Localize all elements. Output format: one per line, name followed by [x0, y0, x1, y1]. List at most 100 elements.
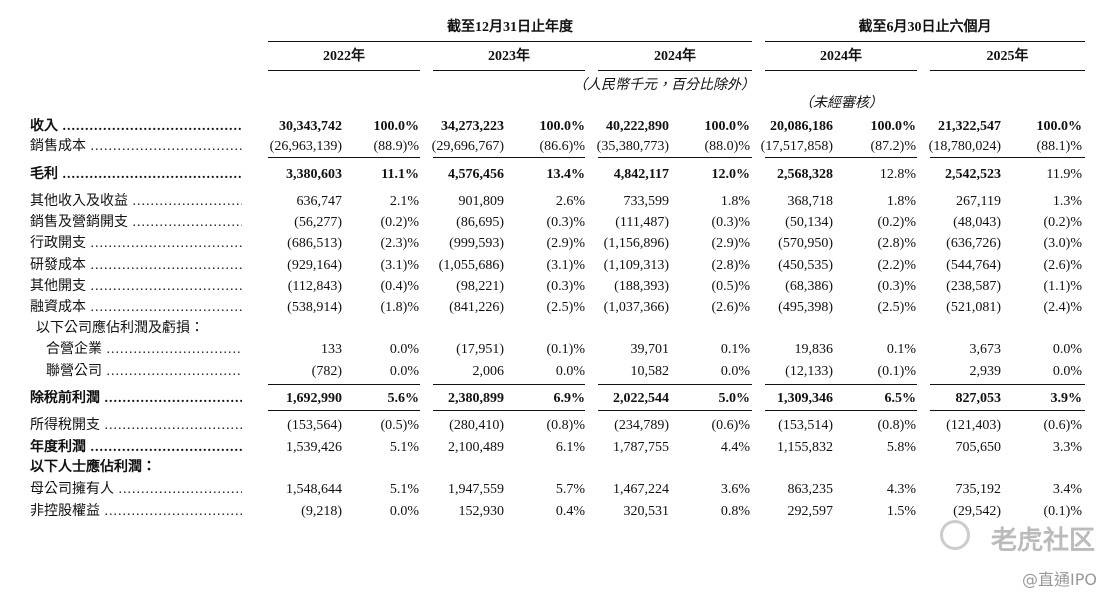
cell: 3,380,603 [286, 167, 342, 182]
rule [433, 157, 585, 158]
rule [765, 410, 917, 411]
cell: (2.9)% [546, 236, 586, 251]
rule [598, 410, 752, 411]
cell: (2.5)% [546, 300, 586, 315]
cell: 1,692,990 [286, 391, 342, 406]
rule [930, 384, 1085, 385]
rule [765, 157, 917, 158]
cell: (50,134) [785, 215, 833, 230]
cell: 292,597 [787, 504, 834, 519]
rule [433, 70, 585, 71]
cell: 6.9% [553, 391, 586, 406]
year-header: 2023年 [488, 49, 530, 64]
cell: 20,086,186 [770, 119, 833, 134]
cell: 21,322,547 [938, 119, 1001, 134]
cell: 1.3% [1052, 194, 1082, 209]
cell: (238,587) [946, 279, 1001, 294]
cell: (841,226) [449, 300, 504, 315]
cell: 1,309,346 [777, 391, 833, 406]
cell: 0.0% [720, 364, 750, 379]
cell: 0.0% [389, 342, 419, 357]
cell: (86,695) [456, 215, 504, 230]
cell: (0.5)% [380, 418, 420, 433]
cell: (3.1)% [546, 258, 586, 273]
cell: 39,701 [630, 342, 670, 357]
cell: (999,593) [449, 236, 504, 251]
cell: 0.0% [1052, 364, 1082, 379]
cell: 1.8% [886, 194, 916, 209]
cell: (68,386) [785, 279, 833, 294]
cell: (0.6)% [711, 418, 751, 433]
cell: (0.4)% [380, 279, 420, 294]
cell: (0.8)% [546, 418, 586, 433]
cell: 0.0% [1052, 342, 1082, 357]
cell: 863,235 [787, 482, 834, 497]
cell: (3.0)% [1043, 236, 1083, 251]
cell: (570,950) [778, 236, 833, 251]
cell: (188,393) [614, 279, 669, 294]
row-label: 以下公司應佔利潤及虧損： [36, 321, 204, 336]
cell: (35,380,773) [596, 139, 669, 154]
row-label: 收入 [30, 118, 242, 136]
row-label: 母公司擁有人 [30, 481, 242, 499]
cell: 3,673 [969, 342, 1002, 357]
row-label: 其他收入及收益 [30, 193, 242, 211]
cell: (121,403) [946, 418, 1001, 433]
cell: 0.1% [886, 342, 916, 357]
year-header: 2022年 [323, 49, 365, 64]
cell: 4,576,456 [448, 167, 504, 182]
cell: 2,568,328 [777, 167, 833, 182]
cell: (538,914) [287, 300, 342, 315]
rule [268, 410, 420, 411]
cell: 34,273,223 [441, 119, 504, 134]
row-label: 聯營公司 [30, 363, 242, 381]
cell: (29,696,767) [431, 139, 504, 154]
unaudited-note: （未經審核） [799, 96, 883, 111]
rule [930, 410, 1085, 411]
cell: (111,487) [615, 215, 669, 230]
cell: 2,100,489 [448, 440, 504, 455]
cell: (2.8)% [877, 236, 917, 251]
cell: 30,343,742 [279, 119, 342, 134]
cell: (1.8)% [380, 300, 420, 315]
cell: (0.1)% [546, 342, 586, 357]
cell: 2,006 [472, 364, 505, 379]
cell: 3.6% [720, 482, 750, 497]
cell: (1.1)% [1043, 279, 1083, 294]
cell: 5.1% [389, 482, 419, 497]
cell: 1,539,426 [286, 440, 342, 455]
cell: 1.8% [720, 194, 750, 209]
row-label: 以下人士應佔利潤： [30, 460, 156, 475]
cell: 5.8% [886, 440, 916, 455]
year-header: 2025年 [986, 49, 1029, 64]
cell: 0.4% [555, 504, 585, 519]
cell: 2,022,544 [613, 391, 669, 406]
row-label: 非控股權益 [30, 503, 242, 521]
cell: 40,222,890 [606, 119, 669, 134]
row-label: 行政開支 [30, 235, 242, 253]
cell: (686,513) [287, 236, 342, 251]
rule [598, 384, 752, 385]
cell: 5.6% [387, 391, 420, 406]
cell: 0.0% [555, 364, 585, 379]
rule [765, 70, 917, 71]
cell: (0.1)% [877, 364, 917, 379]
rule [268, 384, 420, 385]
cell: 0.0% [389, 504, 419, 519]
cell: 5.1% [389, 440, 419, 455]
cell: (0.3)% [546, 279, 586, 294]
cell: 3.4% [1052, 482, 1082, 497]
cell: (495,398) [778, 300, 833, 315]
cell: 4.3% [886, 482, 916, 497]
cell: 735,192 [955, 482, 1002, 497]
cell: (929,164) [287, 258, 342, 273]
row-label: 其他開支 [30, 278, 242, 296]
rule [765, 384, 917, 385]
cell: (17,517,858) [760, 139, 833, 154]
cell: 705,650 [955, 440, 1002, 455]
cell: (1,156,896) [603, 236, 669, 251]
row-label: 年度利潤 [30, 439, 242, 457]
row-label: 研發成本 [30, 257, 242, 275]
cell: 2,542,523 [945, 167, 1001, 182]
